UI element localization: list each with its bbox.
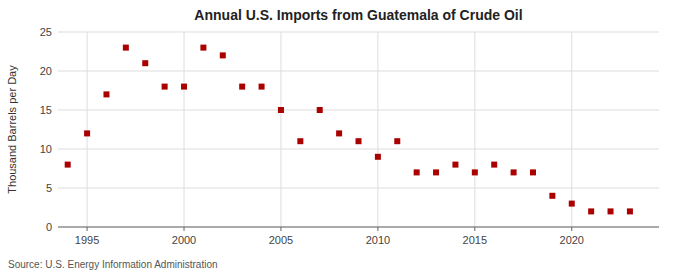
data-point [65, 162, 71, 168]
data-point [356, 138, 362, 144]
data-point [336, 130, 342, 136]
data-point [569, 201, 575, 207]
x-grid-line [571, 32, 572, 227]
data-point [414, 169, 420, 175]
x-axis-line [58, 227, 659, 228]
y-tick-label: 5 [46, 182, 52, 194]
x-tick-label: 1995 [75, 234, 99, 246]
y-tick-label: 0 [46, 221, 52, 233]
data-point [394, 138, 400, 144]
data-point [452, 162, 458, 168]
y-grid-line [58, 71, 659, 72]
x-grid-line [474, 32, 475, 227]
x-tick-label: 2000 [172, 234, 196, 246]
x-tick-label: 2015 [463, 234, 487, 246]
source-note: Source: U.S. Energy Information Administ… [8, 259, 218, 270]
data-point [375, 154, 381, 160]
data-point [259, 84, 265, 90]
data-point [123, 45, 129, 51]
y-tick-label: 20 [40, 65, 52, 77]
axes: 0 5 10 15 20 25 1995 2000 2005 2010 2015 2020 [40, 26, 659, 246]
data-point [162, 84, 168, 90]
x-grid-line [87, 32, 88, 227]
y-tick-label: 10 [40, 143, 52, 155]
data-point [84, 130, 90, 136]
chart-title: Annual U.S. Imports from Guatemala of Cr… [194, 7, 522, 23]
y-grid-line [58, 227, 659, 228]
y-grid-line [58, 188, 659, 189]
data-point [511, 169, 517, 175]
x-tick [87, 227, 88, 231]
x-grid-line [377, 32, 378, 227]
data-point [433, 169, 439, 175]
data-point [472, 169, 478, 175]
data-point [278, 107, 284, 113]
y-grid-line [58, 149, 659, 150]
grid [58, 32, 659, 227]
data-point [530, 169, 536, 175]
data-point [181, 84, 187, 90]
y-tick-label: 25 [40, 26, 52, 38]
data-point [549, 193, 555, 199]
x-tick [571, 227, 572, 231]
y-grid-line [58, 32, 659, 33]
data-point [103, 91, 109, 97]
x-tick-label: 2010 [366, 234, 390, 246]
data-point [220, 52, 226, 58]
x-tick-label: 2020 [560, 234, 584, 246]
data-point [142, 60, 148, 66]
x-tick [280, 227, 281, 231]
y-tick-label: 15 [40, 104, 52, 116]
x-tick [184, 227, 185, 231]
data-point [297, 138, 303, 144]
points [65, 45, 633, 215]
data-point [200, 45, 206, 51]
chart-svg: 0 5 10 15 20 25 1995 2000 2005 2010 2015 2020 Annual… [0, 0, 675, 275]
chart-container: 0 5 10 15 20 25 1995 2000 2005 2010 2015 2020 Annual… [0, 0, 675, 275]
data-point [491, 162, 497, 168]
data-point [627, 208, 633, 214]
x-tick [474, 227, 475, 231]
x-tick-label: 2005 [269, 234, 293, 246]
x-tick [377, 227, 378, 231]
data-point [239, 84, 245, 90]
data-point [608, 208, 614, 214]
data-point [588, 208, 594, 214]
x-grid-line [184, 32, 185, 227]
data-point [317, 107, 323, 113]
y-grid-line [58, 110, 659, 111]
y-axis-label: Thousand Barrels per Day [6, 65, 18, 194]
x-grid-line [280, 32, 281, 227]
